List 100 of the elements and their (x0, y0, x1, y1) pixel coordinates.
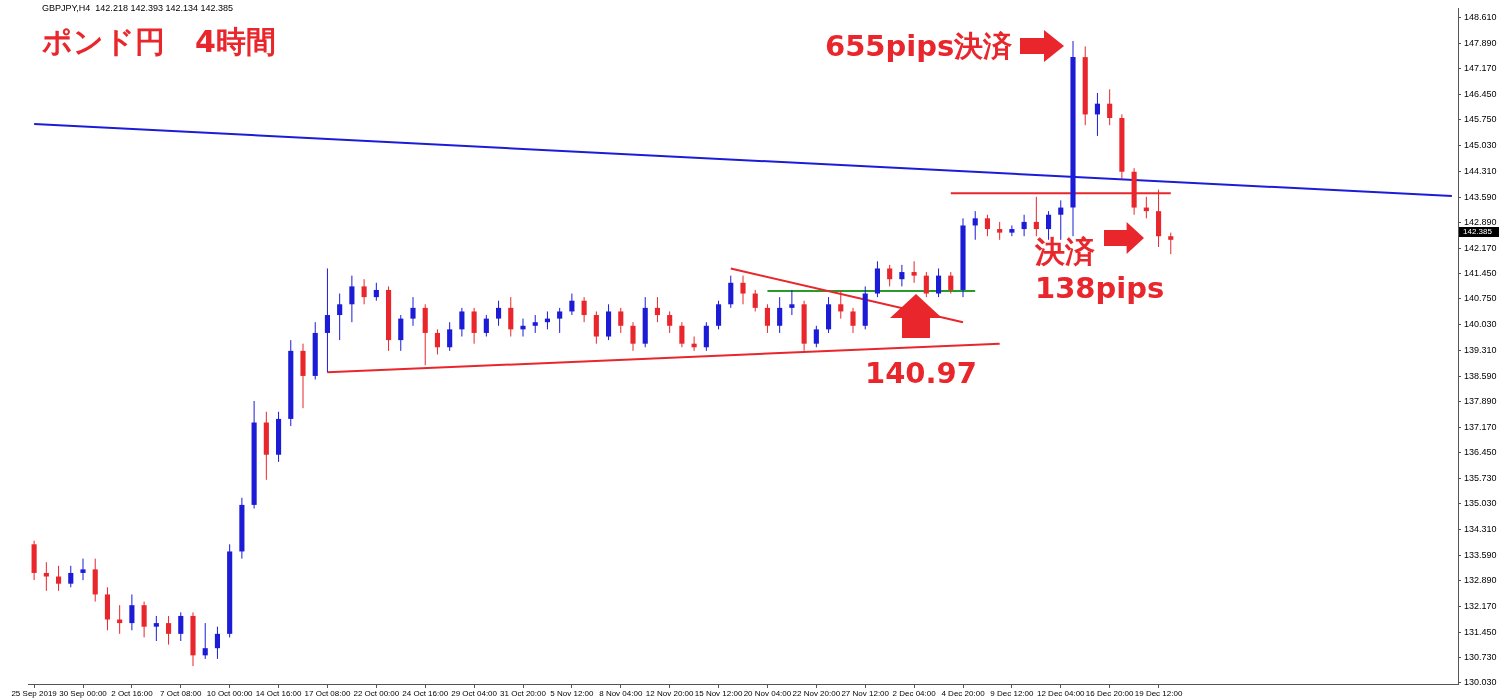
candlestick (923, 271, 929, 298)
x-tick-label: 19 Dec 12:00 (1134, 689, 1183, 698)
x-tick-label: 12 Dec 04:00 (1036, 689, 1086, 698)
candlestick (789, 289, 795, 316)
x-tick-label: 25 Sep 2019 (11, 689, 58, 698)
candlestick (777, 296, 783, 334)
candlestick (55, 565, 62, 592)
x-tick-label: 4 Dec 20:00 (941, 689, 986, 698)
y-tick-label: 142.890 (1464, 216, 1497, 227)
y-tick-label: 143.590 (1464, 191, 1497, 202)
candlestick (324, 267, 331, 373)
candlestick (508, 296, 514, 338)
x-tick-label: 8 Nov 04:00 (599, 689, 643, 698)
x-tick-label: 24 Oct 16:00 (402, 689, 449, 698)
candlestick (752, 289, 758, 312)
x-tick-label: 27 Nov 12:00 (841, 689, 890, 698)
annotation: 138pips (1035, 271, 1165, 305)
candlestick (667, 310, 673, 334)
candlestick (202, 622, 208, 660)
candlestick (1107, 88, 1113, 126)
candlestick (899, 264, 905, 287)
candlestick (935, 267, 942, 298)
x-tick-label: 10 Oct 00:00 (206, 689, 254, 698)
annotation: 決済 (1034, 234, 1095, 269)
x-tick-label: 15 Nov 12:00 (694, 689, 743, 698)
candlestick (361, 278, 367, 305)
y-tick-label: 130.030 (1464, 677, 1497, 688)
x-tick-label: 31 Oct 20:00 (500, 689, 547, 698)
annotation: 140.97 (865, 356, 977, 390)
y-tick-label: 132.890 (1464, 574, 1497, 585)
candlestick (43, 561, 49, 592)
y-tick-label: 146.450 (1464, 89, 1497, 100)
y-tick-label: 136.450 (1464, 447, 1497, 458)
y-tick-label: 145.030 (1464, 140, 1497, 151)
x-tick-label: 29 Oct 04:00 (451, 689, 498, 698)
y-tick-label: 147.170 (1464, 63, 1497, 74)
y-tick-label: 140.750 (1464, 293, 1497, 304)
y-tick-label: 135.030 (1464, 498, 1497, 509)
candlestick (593, 310, 599, 345)
candlestick (129, 593, 135, 631)
y-tick-label: 145.750 (1464, 114, 1497, 125)
y-tick-label: 139.310 (1464, 344, 1497, 355)
candlestick (630, 321, 636, 352)
x-tick-label: 22 Nov 20:00 (792, 689, 841, 698)
y-tick-label: 133.590 (1464, 549, 1497, 560)
y-tick-label: 137.890 (1464, 395, 1497, 406)
candlestick (838, 289, 844, 320)
candlestick (80, 558, 86, 581)
candlestick (398, 314, 404, 352)
y-tick-label: 142.170 (1464, 242, 1497, 253)
x-tick-label: 5 Nov 12:00 (550, 689, 595, 698)
candlestick (813, 325, 819, 348)
x-tick-label: 16 Dec 20:00 (1085, 689, 1135, 698)
candlestick (887, 264, 893, 287)
text: 142.385 (1463, 227, 1493, 237)
candlestick (618, 307, 624, 334)
y-tick-label: 141.450 (1464, 268, 1497, 279)
x-tick-label: 2 Oct 16:00 (111, 689, 154, 698)
candlestick (459, 307, 465, 338)
y-tick-label: 144.310 (1464, 165, 1497, 176)
y-tick-label: 135.730 (1464, 473, 1497, 484)
candlestick (740, 275, 746, 305)
candlestick (471, 307, 477, 345)
candlestick (410, 296, 416, 327)
y-tick-label: 147.890 (1464, 37, 1497, 48)
x-tick-label: 2 Dec 04:00 (892, 689, 937, 698)
y-tick-label: 131.450 (1464, 626, 1497, 637)
candlestick (434, 328, 441, 355)
text: ポンド円 4時間 (42, 24, 276, 59)
x-tick-label: 12 Nov 20:00 (645, 689, 695, 698)
candlestick (165, 615, 172, 646)
y-tick-label: 130.730 (1464, 652, 1497, 663)
candlestick (948, 271, 954, 295)
x-tick-label: 14 Oct 16:00 (255, 689, 303, 698)
candlestick (654, 296, 661, 323)
candlestick (1021, 214, 1027, 237)
candlestick (214, 626, 221, 660)
annotation: 655pips決済 (825, 29, 1013, 63)
candlestick (581, 296, 587, 323)
x-tick-label: 22 Oct 00:00 (353, 689, 400, 698)
y-tick-label: 137.170 (1464, 421, 1497, 432)
candlestick (972, 210, 978, 241)
y-tick-label: 132.170 (1464, 600, 1497, 611)
y-tick-label: 148.610 (1464, 11, 1497, 22)
candlestick (703, 321, 709, 352)
x-tick-label: 17 Oct 08:00 (304, 689, 351, 698)
candlestick (850, 307, 856, 334)
x-tick-label: 30 Sep 00:00 (59, 689, 108, 698)
candlestick (349, 275, 355, 323)
y-tick-label: 138.590 (1464, 370, 1497, 381)
candlestick (68, 565, 74, 588)
candlestick (569, 293, 575, 316)
candlestick (1009, 224, 1015, 237)
candlestick (520, 318, 526, 338)
candlestick (911, 260, 917, 284)
candlestick (178, 611, 184, 642)
candlestick (715, 300, 722, 330)
x-tick-label: 9 Dec 12:00 (990, 689, 1035, 698)
candlestick (679, 321, 685, 348)
candlestick (1033, 196, 1039, 237)
